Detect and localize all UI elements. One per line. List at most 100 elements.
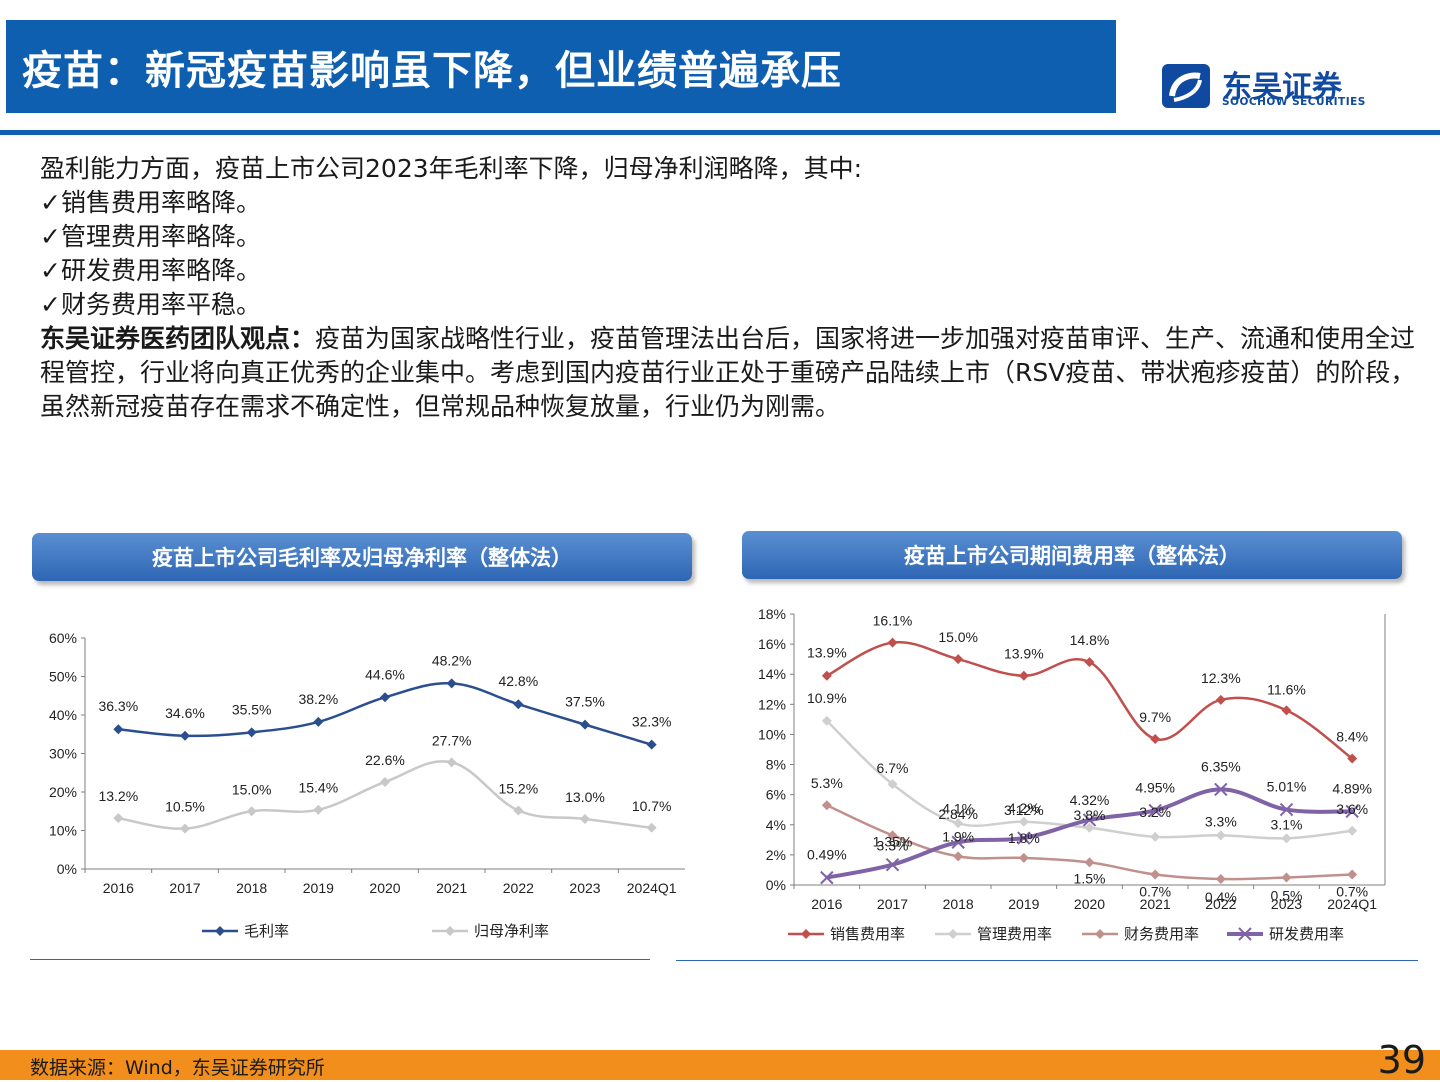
data-label: 1.8% bbox=[1008, 830, 1040, 846]
y-tick-label: 14% bbox=[758, 666, 786, 682]
soochow-logo-icon bbox=[1162, 64, 1210, 108]
data-label: 35.5% bbox=[232, 701, 272, 717]
data-label: 10.7% bbox=[632, 798, 672, 814]
series-1-point bbox=[113, 813, 124, 824]
data-label: 15.0% bbox=[232, 781, 272, 797]
legend-label: 毛利率 bbox=[244, 923, 289, 940]
y-tick-label: 8% bbox=[766, 757, 786, 773]
series-3-point bbox=[1279, 802, 1294, 817]
series-0-point bbox=[1084, 657, 1095, 668]
x-tick-label: 2023 bbox=[1271, 896, 1302, 912]
data-label: 44.6% bbox=[365, 666, 405, 682]
legend-label: 财务费用率 bbox=[1124, 926, 1199, 943]
data-label: 34.6% bbox=[165, 705, 205, 721]
series-2-point bbox=[887, 830, 898, 841]
logo-text-cn: 东吴证券 bbox=[1222, 70, 1342, 105]
data-label: 36.3% bbox=[98, 698, 138, 714]
x-tick-label: 2018 bbox=[943, 896, 974, 912]
series-3-point bbox=[1214, 782, 1228, 797]
legend-label: 归母净利率 bbox=[474, 923, 549, 940]
margin-chart: 0% 10% 20% 30% 40% 50% 60% 2016 2017 2018 2019 2020… bbox=[49, 630, 685, 940]
y-tick-label: 12% bbox=[758, 696, 786, 712]
data-label: 27.7% bbox=[432, 732, 472, 748]
series-1-point bbox=[380, 776, 390, 787]
y-tick-label: 6% bbox=[766, 787, 786, 803]
data-label: 15.0% bbox=[938, 629, 978, 645]
series-0-point bbox=[380, 692, 390, 703]
data-label: 15.4% bbox=[298, 780, 338, 796]
data-label: 5.01% bbox=[1267, 779, 1307, 795]
series-0-point bbox=[580, 719, 590, 730]
x-tick-label: 2019 bbox=[303, 880, 334, 896]
series-2-point bbox=[1084, 857, 1095, 868]
series-1-point bbox=[1150, 831, 1161, 842]
data-label: 6.35% bbox=[1201, 758, 1241, 774]
x-tick-label: 2019 bbox=[1008, 896, 1039, 912]
data-label: 0.4% bbox=[1205, 889, 1237, 905]
bullet-item: ✓财务费用率平稳。 bbox=[40, 290, 261, 319]
data-label: 4.32% bbox=[1070, 792, 1110, 808]
data-label: 3.8% bbox=[1074, 807, 1106, 823]
header-bar: 疫苗：新冠疫苗影响虽下降，但业绩普遍承压 bbox=[6, 20, 1116, 113]
series-1-point bbox=[1347, 825, 1358, 836]
x-tick-label: 2020 bbox=[369, 880, 400, 896]
data-label: 3.6% bbox=[1336, 801, 1368, 817]
series-1-point bbox=[580, 813, 590, 824]
body-text: 盈利能力方面，疫苗上市公司2023年毛利率下降，归母净利润略降，其中: ✓销售费… bbox=[40, 152, 1420, 424]
data-label: 10.9% bbox=[807, 690, 847, 706]
series-0-point bbox=[821, 670, 832, 681]
x-tick-label: 2021 bbox=[436, 880, 467, 896]
y-tick-label: 16% bbox=[758, 636, 786, 652]
data-label: 32.3% bbox=[632, 714, 672, 730]
y-tick-label: 50% bbox=[49, 669, 77, 685]
page-number: 39 bbox=[1377, 1038, 1426, 1082]
y-tick-label: 30% bbox=[49, 746, 77, 762]
series-1-point bbox=[313, 804, 324, 815]
x-tick-label: 2022 bbox=[1205, 896, 1236, 912]
page-title: 疫苗：新冠疫苗影响虽下降，但业绩普遍承压 bbox=[22, 48, 842, 94]
team-view-text: 疫苗为国家战略性行业，疫苗管理法出台后，国家将进一步加强对疫苗审评、生产、流通和… bbox=[40, 324, 1416, 421]
series-3-point bbox=[951, 835, 965, 849]
expense-chart: 0% 2% 4% 6% 8% 10% 12% 14% 16% 18% 2016 2017 2018 201… bbox=[758, 606, 1386, 943]
y-tick-label: 0% bbox=[57, 861, 77, 877]
data-label: 4.2% bbox=[1008, 800, 1040, 816]
y-tick-label: 10% bbox=[49, 823, 77, 839]
series-1-point bbox=[446, 757, 457, 768]
series-0-point bbox=[1281, 705, 1292, 716]
data-label: 14.8% bbox=[1070, 632, 1110, 648]
x-tick-label: 2017 bbox=[169, 880, 200, 896]
logo-text-en: SOOCHOW SECURITIES bbox=[1222, 96, 1366, 108]
team-view-label: 东吴证券医药团队观点： bbox=[40, 324, 316, 353]
data-label: 37.5% bbox=[565, 694, 605, 710]
x-tick-label: 2024Q1 bbox=[1327, 896, 1377, 912]
y-tick-label: 2% bbox=[766, 847, 786, 863]
series-0-point bbox=[887, 637, 898, 648]
series-1-point bbox=[646, 822, 657, 833]
data-label: 3.3% bbox=[877, 837, 909, 853]
data-label: 13.9% bbox=[1004, 646, 1044, 662]
legend-label: 管理费用率 bbox=[977, 926, 1052, 943]
data-label: 0.7% bbox=[1139, 883, 1171, 899]
series-2-point bbox=[1215, 873, 1226, 884]
series-2-point bbox=[821, 800, 832, 811]
series-2-point bbox=[1018, 852, 1029, 863]
series-2-point bbox=[1150, 869, 1161, 880]
legend-point bbox=[801, 929, 811, 939]
data-label: 13.9% bbox=[807, 645, 847, 661]
series-0-point bbox=[180, 730, 190, 741]
data-label: 12.3% bbox=[1201, 670, 1241, 686]
data-label: 9.7% bbox=[1139, 709, 1171, 725]
series-0-point bbox=[513, 699, 524, 710]
data-label: 13.0% bbox=[565, 789, 605, 805]
y-tick-label: 10% bbox=[758, 726, 786, 742]
y-tick-label: 40% bbox=[49, 707, 77, 723]
series-0-point bbox=[313, 716, 324, 727]
legend-point bbox=[1238, 927, 1252, 941]
y-tick-label: 0% bbox=[766, 877, 786, 893]
data-label: 48.2% bbox=[432, 652, 472, 668]
series-3-point bbox=[1148, 803, 1162, 818]
data-label: 13.2% bbox=[98, 788, 138, 804]
x-tick-label: 2023 bbox=[569, 880, 600, 896]
series-1-point bbox=[953, 818, 964, 829]
data-label: 3.2% bbox=[1139, 804, 1171, 820]
